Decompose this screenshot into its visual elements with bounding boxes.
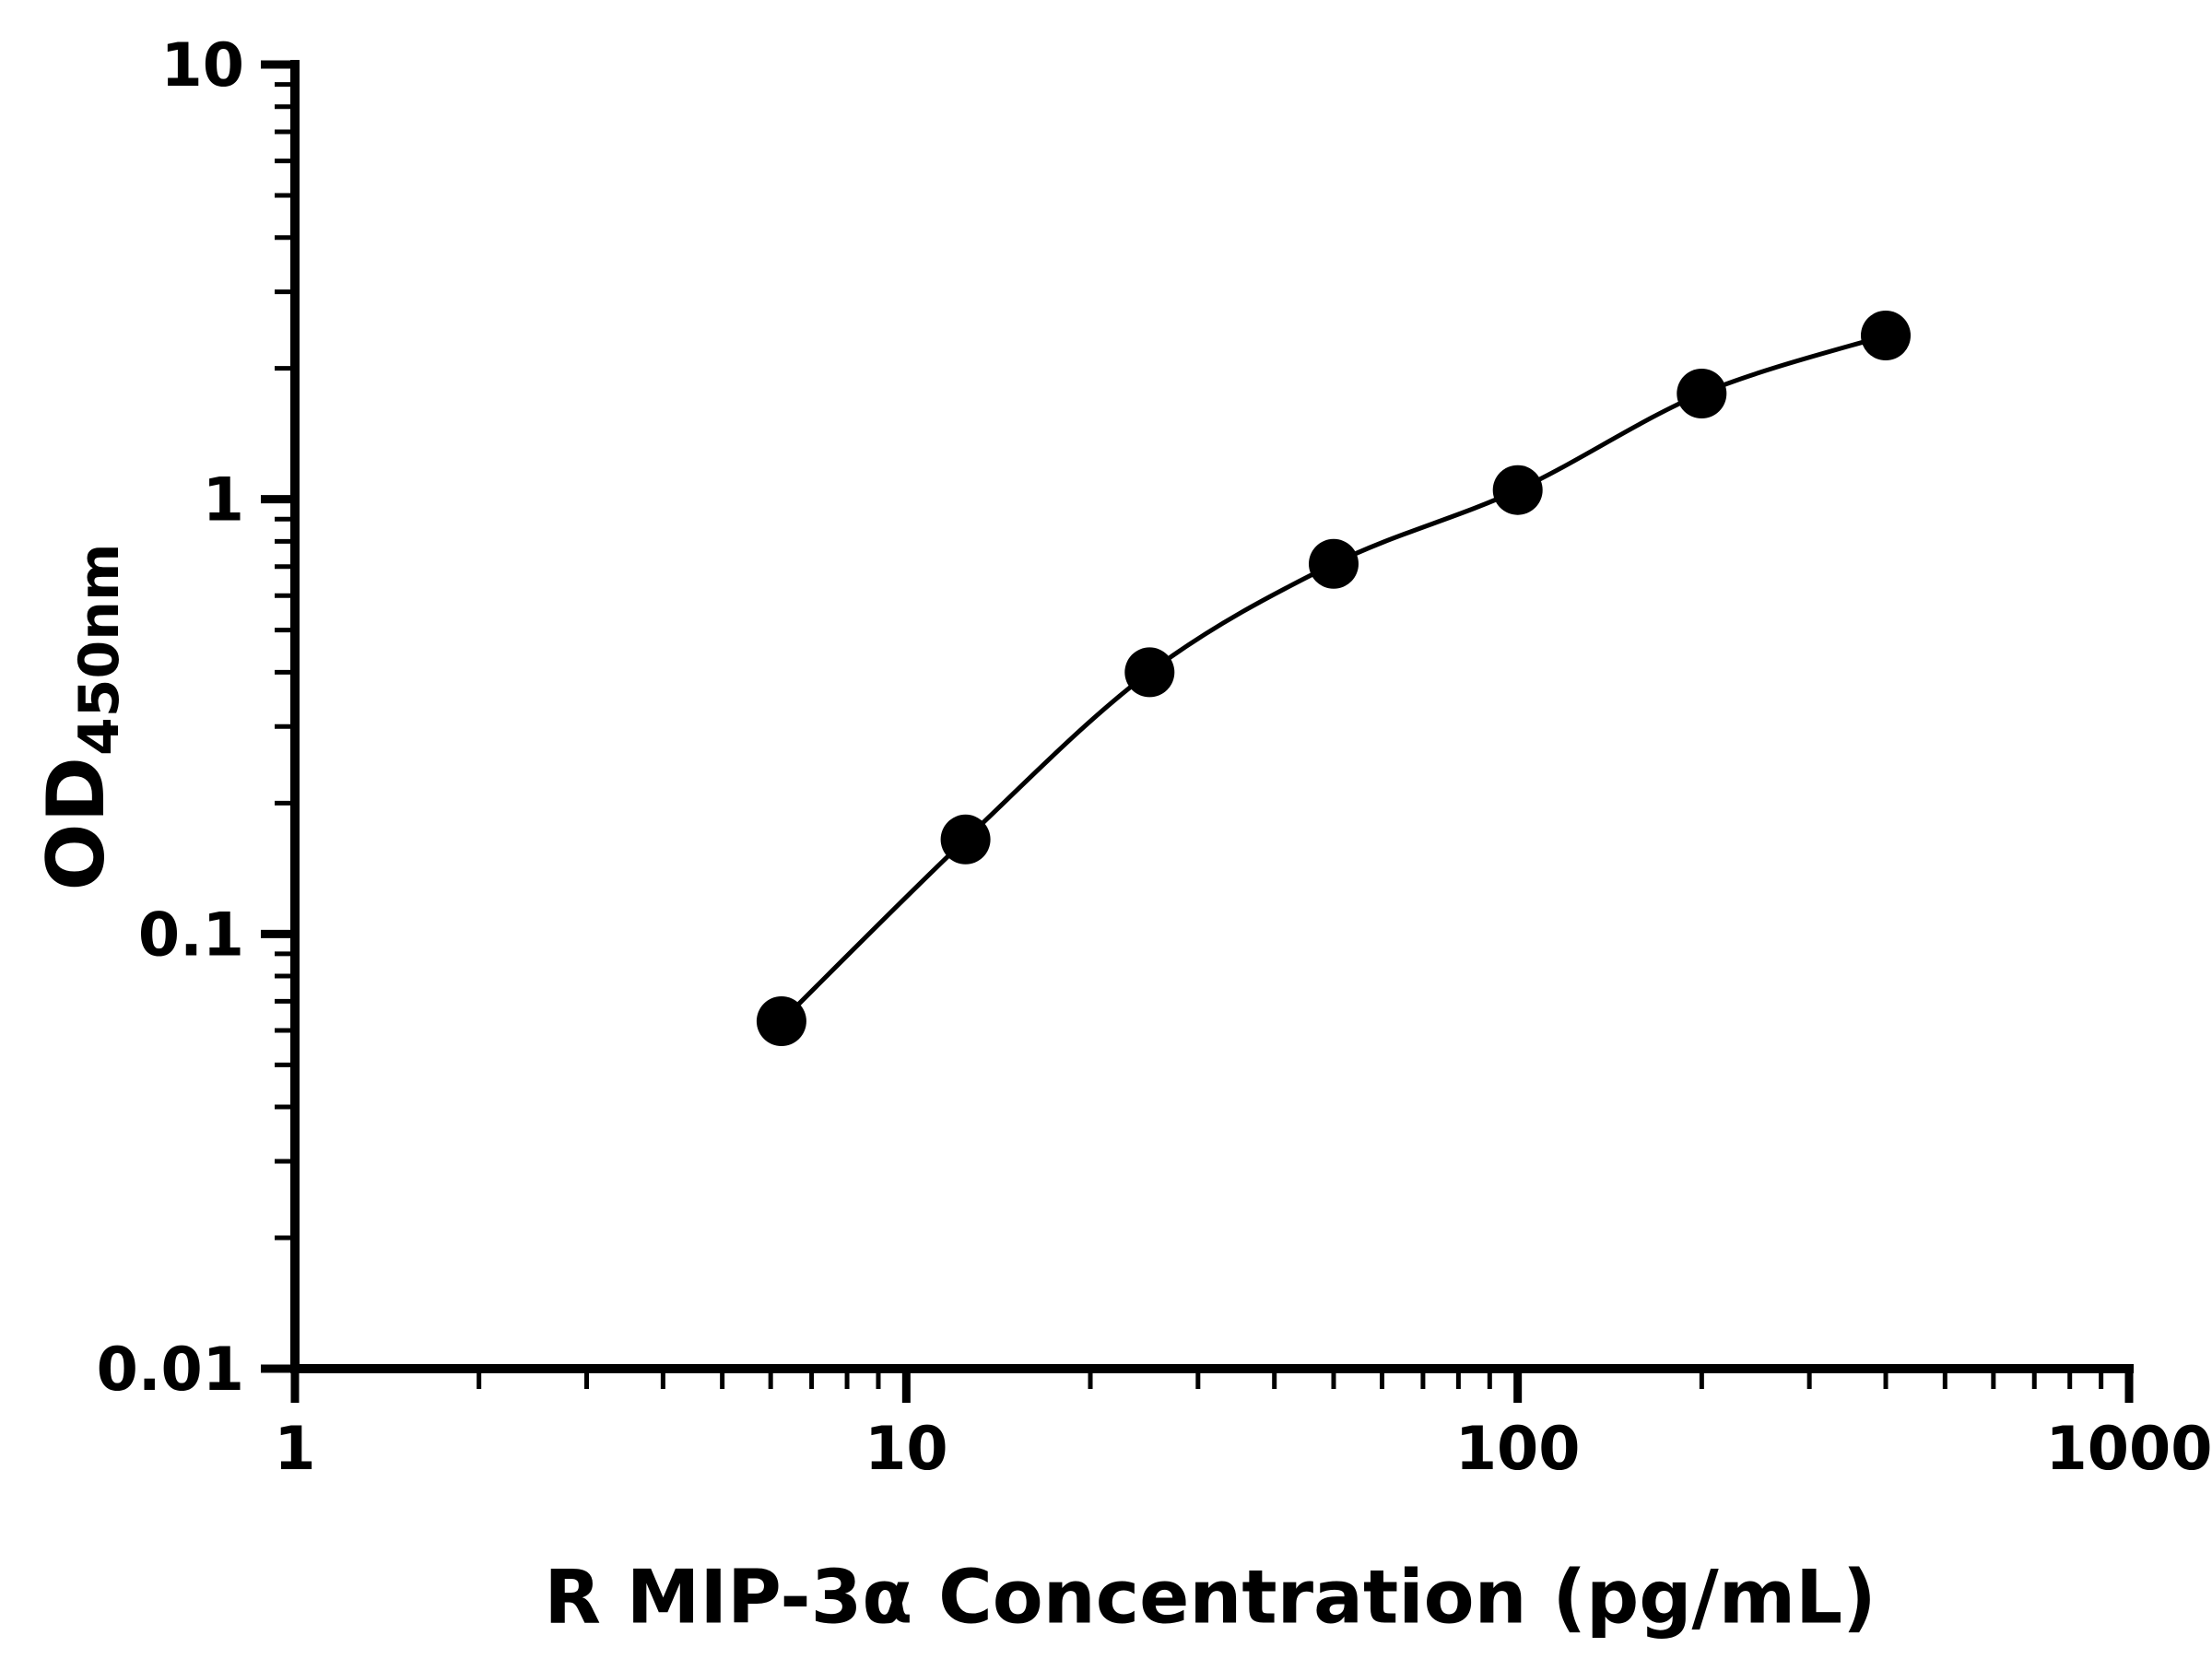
data-point	[1492, 465, 1543, 515]
y-tick-label: 0.1	[138, 900, 244, 970]
x-tick-label: 10	[865, 1415, 947, 1484]
x-tick-label: 1000	[2046, 1415, 2212, 1484]
axes	[290, 60, 2134, 1373]
data-point	[1124, 647, 1175, 698]
data-point	[1861, 311, 1911, 360]
y-tick-label: 10	[161, 31, 244, 100]
y-tick-label: 1	[203, 466, 244, 535]
x-tick-label: 1	[274, 1415, 315, 1484]
x-tick-label: 100	[1455, 1415, 1581, 1484]
data-point	[1309, 538, 1359, 589]
data-point	[940, 814, 991, 865]
data-point	[1677, 369, 1727, 418]
y-tick-label: 0.01	[97, 1335, 244, 1405]
fit-curve	[780, 333, 1887, 1023]
x-axis-label: R MIP-3α Concentration (pg/mL)	[544, 1554, 1877, 1641]
data-point	[756, 996, 806, 1046]
